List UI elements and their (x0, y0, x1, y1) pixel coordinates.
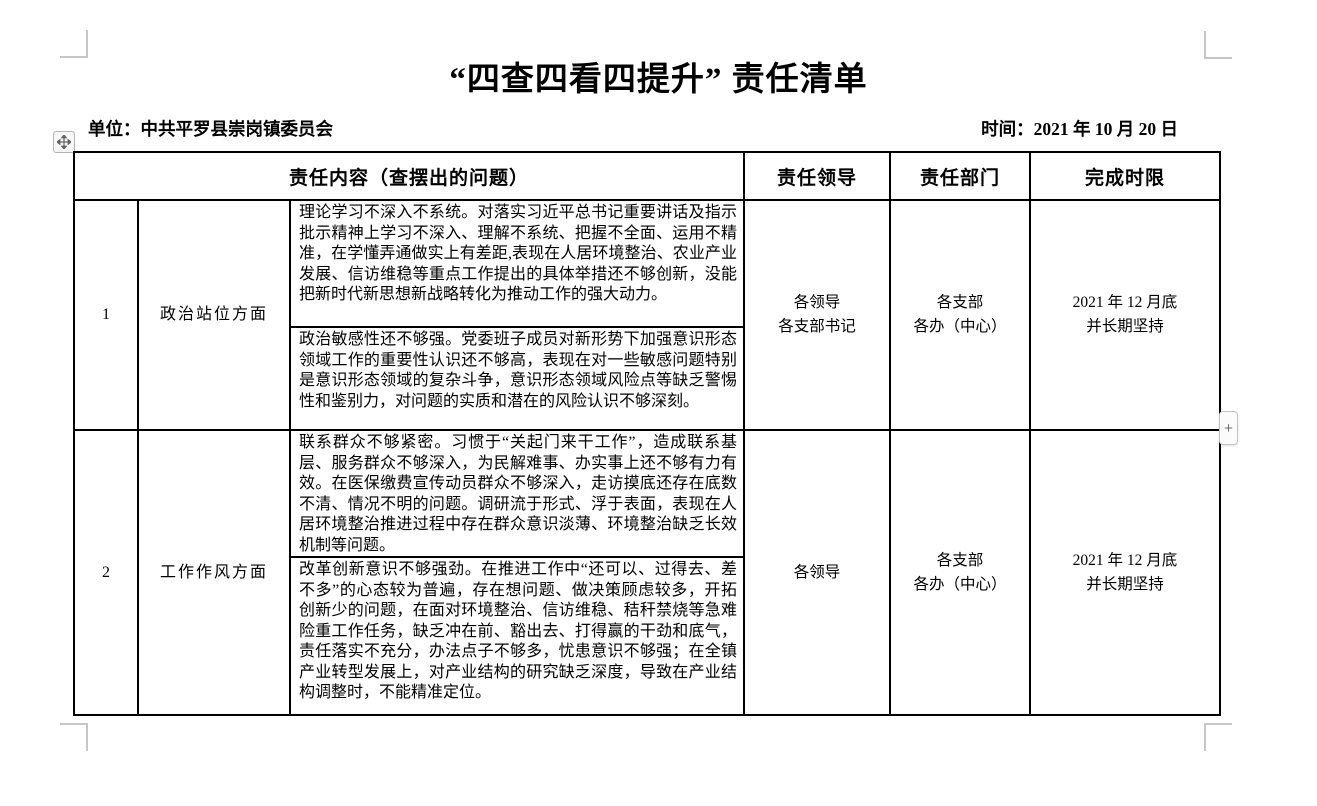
header-leader: 责任领导 (743, 151, 891, 201)
responsibility-table: 责任内容（查摆出的问题） 责任领导 责任部门 完成时限 1 政治站位方面 理论学… (73, 151, 1221, 716)
row-leader-cell: 各领导 各支部书记 (743, 199, 891, 431)
row-deadline-cell: 2021 年 12 月底 并长期坚持 (1029, 199, 1221, 431)
row-number-cell: 1 (73, 199, 139, 431)
header-department: 责任部门 (889, 151, 1031, 201)
row-number-cell: 2 (73, 429, 139, 716)
info-line: 单位：中共平罗县崇岗镇委员会 时间：2021 年 10 月 20 日 (88, 116, 1178, 141)
content-paragraph-cell: 理论学习不深入不系统。对落实习近平总书记重要讲话及指示批示精神上学习不深入、理解… (289, 199, 745, 328)
table-row: 政治敏感性还不够强。党委班子成员对新形势下加强意识形态领域工作的重要性认识还不够… (74, 326, 1220, 431)
content-paragraph-cell: 改革创新意识不够强劲。在推进工作中“还可以、过得去、差不多”的心态较为普遍，存在… (289, 556, 745, 716)
table-header-row: 责任内容（查摆出的问题） 责任领导 责任部门 完成时限 (73, 151, 1221, 201)
row-department-cell: 各支部 各办（中心） (889, 429, 1031, 716)
row-category-cell: 工作作风方面 (137, 429, 291, 716)
page-corner-mark-top-left (60, 30, 88, 58)
unit-label: 单位：中共平罗县崇岗镇委员会 (88, 119, 333, 139)
row-leader-cell: 各领导 (743, 429, 891, 716)
row-category-cell: 政治站位方面 (137, 199, 291, 431)
move-arrows-icon (57, 135, 71, 149)
page-corner-mark-bottom-right (1204, 723, 1232, 751)
row-deadline-cell: 2021 年 12 月底 并长期坚持 (1029, 429, 1221, 716)
content-paragraph-cell: 联系群众不够紧密。习惯于“关起门来干工作”，造成联系基层、服务群众不够深入，为民… (289, 429, 745, 558)
table-move-handle[interactable] (53, 131, 75, 153)
content-paragraph-cell: 政治敏感性还不够强。党委班子成员对新形势下加强意识形态领域工作的重要性认识还不够… (289, 326, 745, 431)
page-title: “四查四看四提升” 责任清单 (449, 62, 868, 98)
date-label: 时间：2021 年 10 月 20 日 (981, 119, 1178, 139)
row-department-cell: 各支部 各办（中心） (889, 199, 1031, 431)
page-corner-mark-top-right (1204, 31, 1232, 59)
table-row: 1 政治站位方面 理论学习不深入不系统。对落实习近平总书记重要讲话及指示批示精神… (73, 199, 1221, 431)
table-row: 改革创新意识不够强劲。在推进工作中“还可以、过得去、差不多”的心态较为普遍，存在… (74, 556, 1220, 716)
insert-row-plus-button[interactable]: + (1219, 411, 1238, 445)
page-corner-mark-bottom-left (60, 723, 88, 751)
plus-icon: + (1224, 419, 1233, 437)
header-content: 责任内容（查摆出的问题） (73, 151, 745, 201)
header-deadline: 完成时限 (1029, 151, 1221, 201)
table-row: 2 工作作风方面 联系群众不够紧密。习惯于“关起门来干工作”，造成联系基层、服务… (73, 429, 1221, 716)
